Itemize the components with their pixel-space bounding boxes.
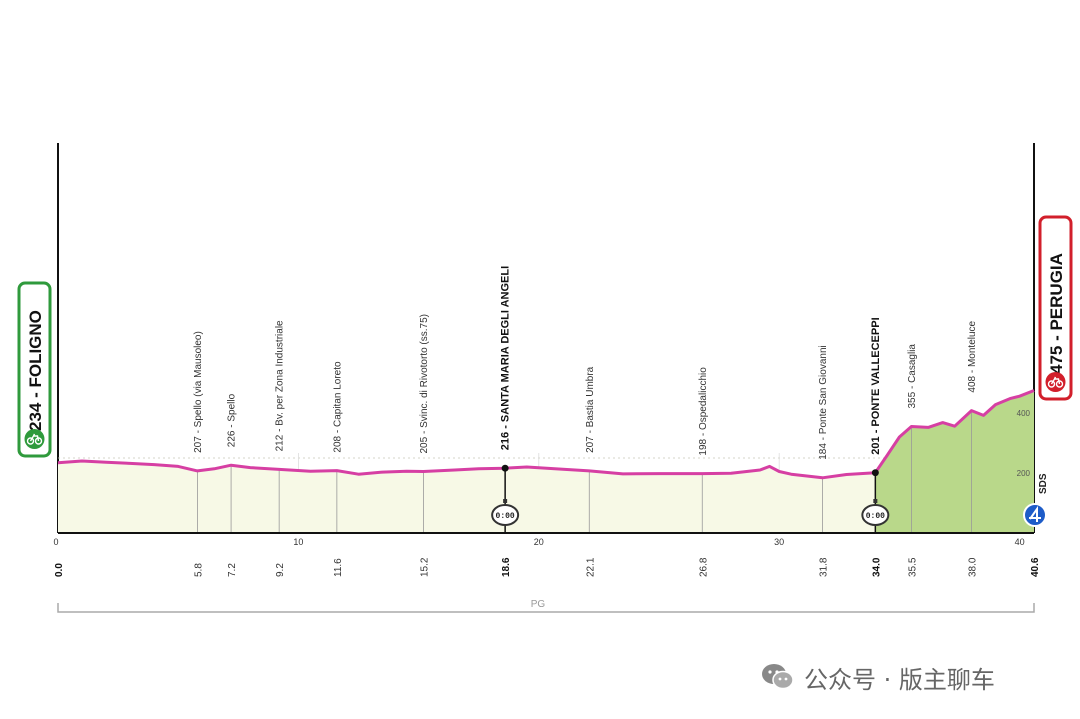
x-tick-0: 0 xyxy=(53,537,58,547)
km-label-start: 0.0 xyxy=(54,563,65,577)
waypoint-dot-1 xyxy=(871,469,879,477)
stopwatch-label-1: 0:00 xyxy=(866,512,885,521)
stopwatch-body-1 xyxy=(861,504,890,526)
watermark-text: 公众号 · 版主聊车 xyxy=(804,665,995,694)
profile-line xyxy=(57,389,1035,480)
waypoint-label-9: 201 - PONTE VALLECEPPI xyxy=(870,317,882,454)
start-city-label: 234 - FOLIGNO xyxy=(26,310,45,431)
sds-label: SDS xyxy=(1038,473,1049,494)
finish-city-label: 475 - PERUGIA xyxy=(1047,253,1066,374)
elevation-ticks: 200 400 xyxy=(1017,409,1031,478)
climb-area xyxy=(875,390,1034,533)
km-label-7: 26.8 xyxy=(698,557,709,577)
waypoint-labels: 207 - Spello (via Mausoleo) 226 - Spello 2… xyxy=(193,266,978,460)
x-tick-1: 10 xyxy=(293,537,303,547)
waypoint-markers xyxy=(197,410,972,533)
stopwatch-crown-0 xyxy=(503,499,508,503)
waypoint-label-0: 207 - Spello (via Mausoleo) xyxy=(193,331,204,453)
x-tick-4: 40 xyxy=(1015,537,1025,547)
waypoint-label-6: 207 - Bastia Umbra xyxy=(585,366,596,453)
wechat-icon xyxy=(762,664,794,690)
km-label-4: 15.2 xyxy=(419,557,430,577)
km-label-11: 38.0 xyxy=(967,557,978,577)
km-label-0: 5.8 xyxy=(193,563,204,577)
x-axis-ticks: 0 10 20 30 40 xyxy=(53,537,1024,547)
stopwatch-icon-1: 0:00 xyxy=(861,499,890,526)
waypoint-label-5: 216 - SANTA MARIA DEGLI ANGELI xyxy=(500,266,512,450)
watermark: 公众号 · 版主聊车 xyxy=(760,660,995,694)
finish-badge: 475 - PERUGIA xyxy=(1038,215,1073,401)
waypoint-label-3: 208 - Capitan Loreto xyxy=(332,361,343,453)
flat-area xyxy=(58,461,876,533)
stopwatch-label-0: 0:00 xyxy=(496,512,515,521)
km-label-5: 18.6 xyxy=(501,557,512,577)
km-label-1: 7.2 xyxy=(227,563,238,577)
stopwatch-crown-1 xyxy=(873,499,878,503)
waypoint-label-10: 355 - Casaglia xyxy=(907,344,918,409)
time-checks: 0:00 0:00 xyxy=(491,499,890,526)
km-label-2: 9.2 xyxy=(275,563,286,577)
km-label-finish: 40.6 xyxy=(1030,557,1041,577)
profile-area xyxy=(58,390,1034,533)
stopwatch-body-0 xyxy=(491,504,520,526)
stopwatch-icon-0: 0:00 xyxy=(491,499,520,526)
waypoint-label-7: 198 - Ospedalicchio xyxy=(698,367,709,456)
waypoint-label-1: 226 - Spello xyxy=(227,393,238,447)
km-label-3: 11.6 xyxy=(333,558,344,577)
km-label-10: 35.5 xyxy=(907,557,918,577)
x-tick-2: 20 xyxy=(534,537,544,547)
elevation-line xyxy=(57,389,1035,480)
km-label-9: 34.0 xyxy=(871,557,882,577)
waypoint-label-8: 184 - Ponte San Giovanni xyxy=(818,345,829,460)
region-label: PG xyxy=(531,599,546,610)
elevation-tick-1: 400 xyxy=(1017,409,1031,418)
km-label-8: 31.8 xyxy=(818,557,829,577)
elevation-tick-0: 200 xyxy=(1017,469,1031,478)
km-label-6: 22.1 xyxy=(585,557,596,577)
waypoint-dot-0 xyxy=(501,464,509,472)
region-bracket: PG xyxy=(57,599,1035,613)
x-tick-3: 30 xyxy=(774,537,784,547)
km-labels: 0.0 5.8 7.2 9.2 11.6 15.2 18.6 22.1 26.8 31.8 34.0… xyxy=(54,557,1041,577)
waypoint-label-2: 212 - Bv. per Zona Industriale xyxy=(275,320,286,451)
intermediate-sprint-icon xyxy=(1023,503,1047,527)
waypoint-label-11: 408 - Monteluce xyxy=(967,320,978,392)
start-badge: 234 - FOLIGNO xyxy=(17,281,52,458)
waypoint-label-4: 205 - Svinc. di Rivotorto (ss.75) xyxy=(419,314,430,454)
